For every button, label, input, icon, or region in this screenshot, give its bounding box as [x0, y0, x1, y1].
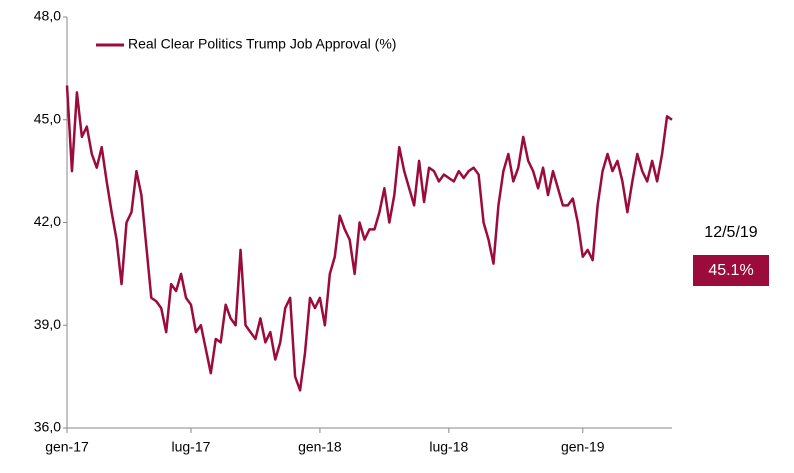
- x-tick-label: gen-19: [561, 439, 605, 455]
- x-tick-label: gen-17: [45, 439, 89, 455]
- data-line: [65, 85, 673, 392]
- y-tick-label: 48,0: [34, 8, 61, 24]
- x-tick-label: lug-17: [172, 439, 211, 455]
- y-tick-label: 45,0: [34, 110, 61, 126]
- x-tick-label: lug-18: [429, 439, 468, 455]
- x-tick-label: gen-18: [298, 439, 342, 455]
- annotation-value: 45.1%: [708, 262, 753, 279]
- annotation-box: [693, 255, 769, 286]
- legend-label: Real Clear Politics Trump Job Approval (…: [128, 36, 396, 52]
- y-tick-label: 36,0: [34, 419, 61, 435]
- annotation-date: 12/5/19: [704, 224, 757, 241]
- y-tick-label: 39,0: [34, 316, 61, 332]
- y-tick-label: 42,0: [34, 213, 61, 229]
